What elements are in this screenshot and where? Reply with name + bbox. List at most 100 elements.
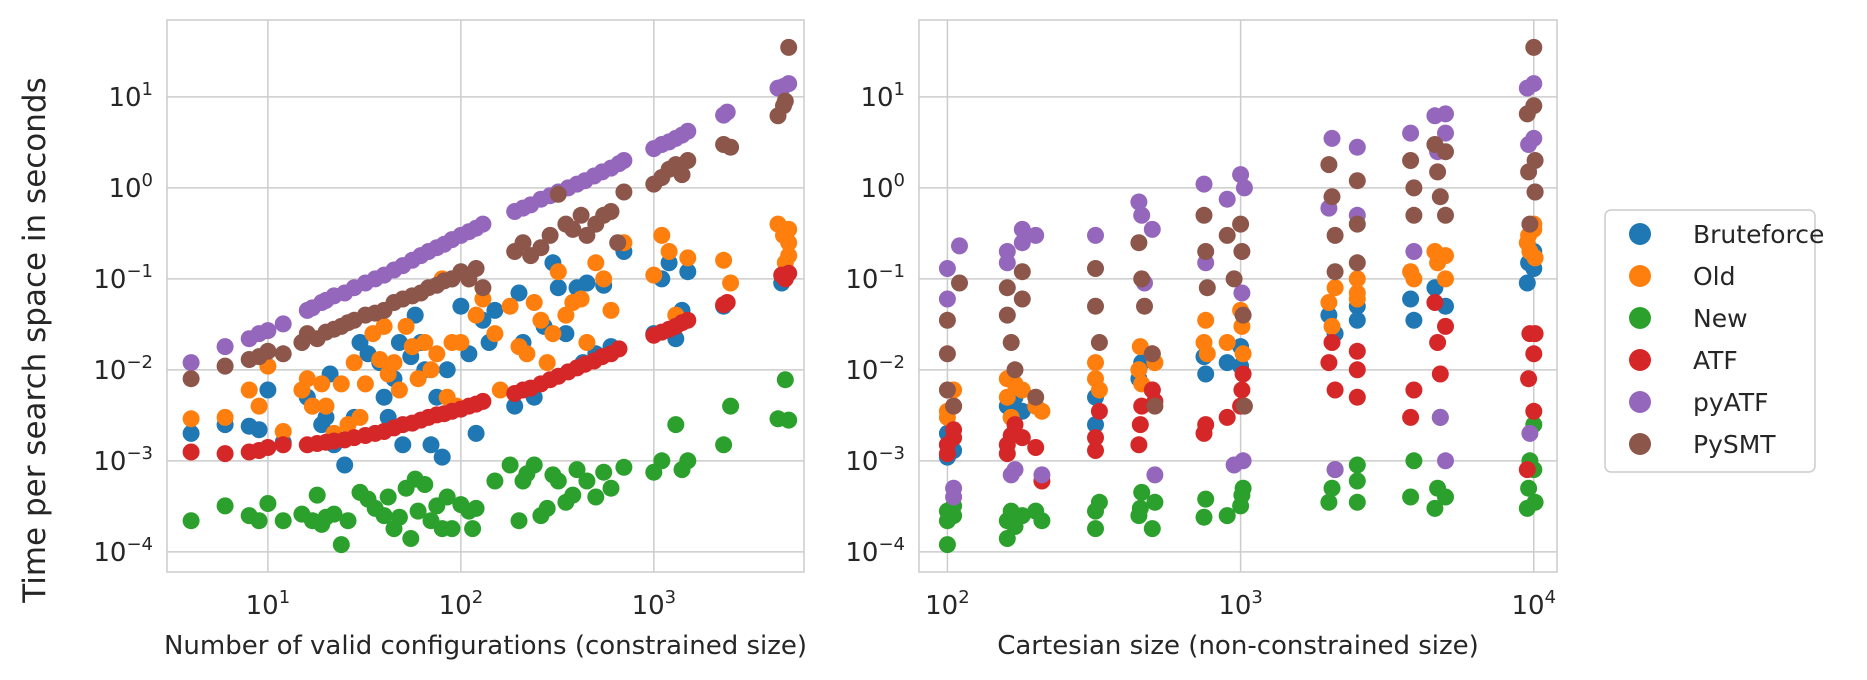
data-point: [1525, 402, 1543, 420]
data-point: [1027, 439, 1045, 456]
data-point: [667, 416, 685, 434]
data-point: [351, 408, 369, 426]
x-tick-exponent: 1: [279, 587, 290, 608]
data-point: [1402, 124, 1420, 142]
data-point: [1348, 472, 1366, 490]
data-point: [615, 183, 633, 201]
data-point: [1013, 381, 1031, 399]
x-tick-exponent: 2: [958, 587, 969, 608]
data-point: [1437, 488, 1454, 506]
y-tick-exponent: −3: [126, 443, 153, 464]
right-plot-frame: [918, 19, 1558, 573]
data-point: [722, 138, 740, 156]
data-point: [1130, 234, 1148, 252]
data-point: [1437, 143, 1454, 161]
data-point: [1323, 479, 1341, 497]
data-point: [1033, 512, 1051, 530]
data-point: [422, 361, 440, 379]
data-point: [679, 152, 697, 169]
data-point: [416, 334, 434, 351]
data-point: [998, 388, 1016, 406]
data-point: [216, 408, 234, 426]
data-point: [715, 251, 733, 269]
data-point: [1348, 361, 1366, 379]
data-point: [1405, 381, 1423, 399]
data-point: [1195, 508, 1213, 526]
data-point: [1197, 243, 1215, 260]
data-point: [1146, 397, 1164, 415]
data-point: [1225, 270, 1243, 288]
data-point: [578, 274, 596, 292]
data-point: [274, 436, 292, 454]
data-point: [1197, 365, 1215, 383]
data-point: [1233, 243, 1251, 260]
y-tick-label: 101: [108, 79, 153, 113]
data-point: [1326, 279, 1344, 297]
data-point: [538, 354, 556, 372]
data-point: [1326, 461, 1344, 479]
data-point: [1013, 263, 1031, 281]
data-point: [1518, 461, 1536, 479]
data-point: [1431, 408, 1449, 426]
data-point: [564, 220, 582, 238]
data-point: [402, 530, 420, 547]
data-point: [1525, 345, 1543, 363]
data-point: [486, 301, 504, 319]
data-point: [1235, 179, 1253, 197]
data-point: [491, 381, 509, 399]
data-point: [501, 456, 519, 474]
data-point: [1323, 129, 1341, 147]
data-point: [595, 270, 613, 288]
data-point: [549, 472, 567, 490]
data-point: [951, 237, 968, 255]
data-point: [375, 317, 393, 335]
data-point: [1143, 520, 1161, 538]
data-point: [1027, 226, 1045, 244]
data-point: [1087, 354, 1104, 372]
data-point: [1431, 365, 1449, 383]
data-point: [1405, 311, 1423, 329]
data-point: [474, 279, 492, 297]
data-point: [1198, 345, 1216, 363]
data-point: [1232, 166, 1250, 184]
data-point: [578, 334, 596, 351]
data-point: [308, 486, 326, 504]
data-point: [317, 397, 335, 415]
data-point: [1437, 317, 1454, 335]
data-point: [1130, 193, 1148, 211]
y-tick-label: 100: [860, 170, 905, 204]
data-point: [1233, 284, 1251, 302]
data-point: [259, 495, 277, 512]
data-point: [1033, 466, 1051, 484]
data-point: [1348, 215, 1366, 233]
data-point: [1348, 493, 1366, 511]
data-point: [998, 254, 1016, 272]
data-point: [332, 375, 350, 393]
data-point: [452, 334, 470, 351]
data-point: [1526, 249, 1544, 267]
y-tick-base: 10: [845, 265, 878, 295]
data-point: [541, 226, 559, 244]
data-point: [602, 301, 620, 319]
data-point: [780, 247, 798, 265]
data-point: [1525, 38, 1543, 56]
data-point: [1405, 270, 1423, 288]
data-point: [1320, 156, 1338, 174]
x-tick-exponent: 2: [472, 587, 483, 608]
data-point: [182, 443, 200, 461]
data-point: [587, 254, 605, 272]
data-point: [1027, 388, 1045, 406]
data-point: [525, 456, 543, 474]
data-point: [572, 206, 590, 224]
data-point: [390, 334, 408, 351]
x-tick-exponent: 4: [1545, 587, 1556, 608]
data-point: [645, 266, 663, 284]
data-point: [422, 436, 440, 454]
data-point: [182, 354, 200, 372]
y-tick-base: 10: [860, 174, 893, 204]
y-tick-exponent: −2: [878, 352, 905, 373]
data-point: [609, 234, 627, 252]
data-point: [673, 166, 691, 184]
